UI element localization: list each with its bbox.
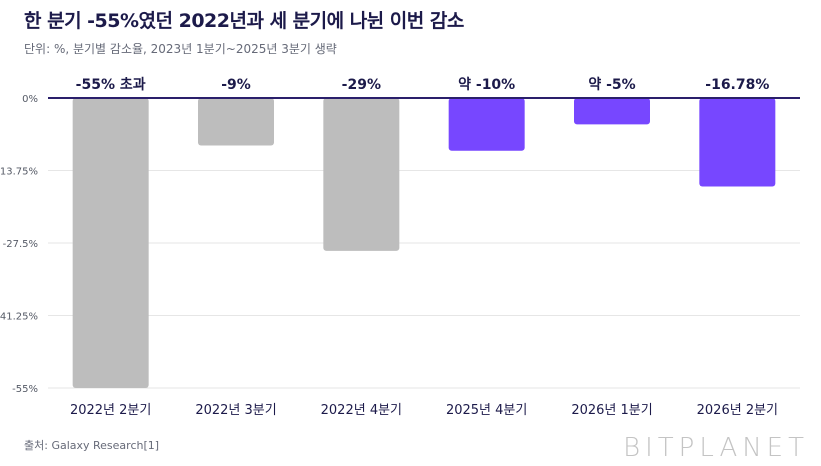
data-label: 약 -5%	[588, 76, 635, 93]
x-tick-label: 2022년 4분기	[321, 403, 402, 418]
bar	[448, 98, 525, 151]
y-tick-label: -41.25%	[0, 312, 38, 323]
y-tick-label: -13.75%	[0, 167, 38, 178]
y-tick-label: 0%	[22, 94, 38, 105]
bar	[323, 98, 400, 251]
chart-title: 한 분기 -55%였던 2022년과 세 분기에 나뉜 이번 감소	[24, 10, 464, 32]
data-label: -29%	[342, 77, 381, 93]
bar	[574, 98, 650, 125]
x-tick-label: 2026년 1분기	[571, 403, 652, 418]
x-tick-label: 2022년 2분기	[70, 403, 151, 418]
source-note: 출처: Galaxy Research[1]	[24, 439, 160, 452]
data-label: -55% 초과	[76, 77, 146, 93]
y-tick-label: -27.5%	[3, 239, 38, 250]
chart-subtitle: 단위: %, 분기별 감소율, 2023년 1분기~2025년 3분기 생략	[24, 42, 337, 56]
data-label: -16.78%	[705, 77, 769, 93]
data-label: -9%	[221, 77, 251, 93]
x-tick-label: 2022년 3분기	[195, 403, 276, 418]
x-tick-label: 2026년 2분기	[697, 403, 778, 418]
data-label: 약 -10%	[458, 76, 515, 93]
x-tick-label: 2025년 4분기	[446, 403, 527, 418]
bar	[72, 98, 149, 388]
bitplanet-logo: BITPLANET	[623, 433, 809, 463]
y-tick-label: -55%	[12, 384, 38, 395]
bar	[198, 98, 274, 146]
bar	[699, 98, 776, 187]
